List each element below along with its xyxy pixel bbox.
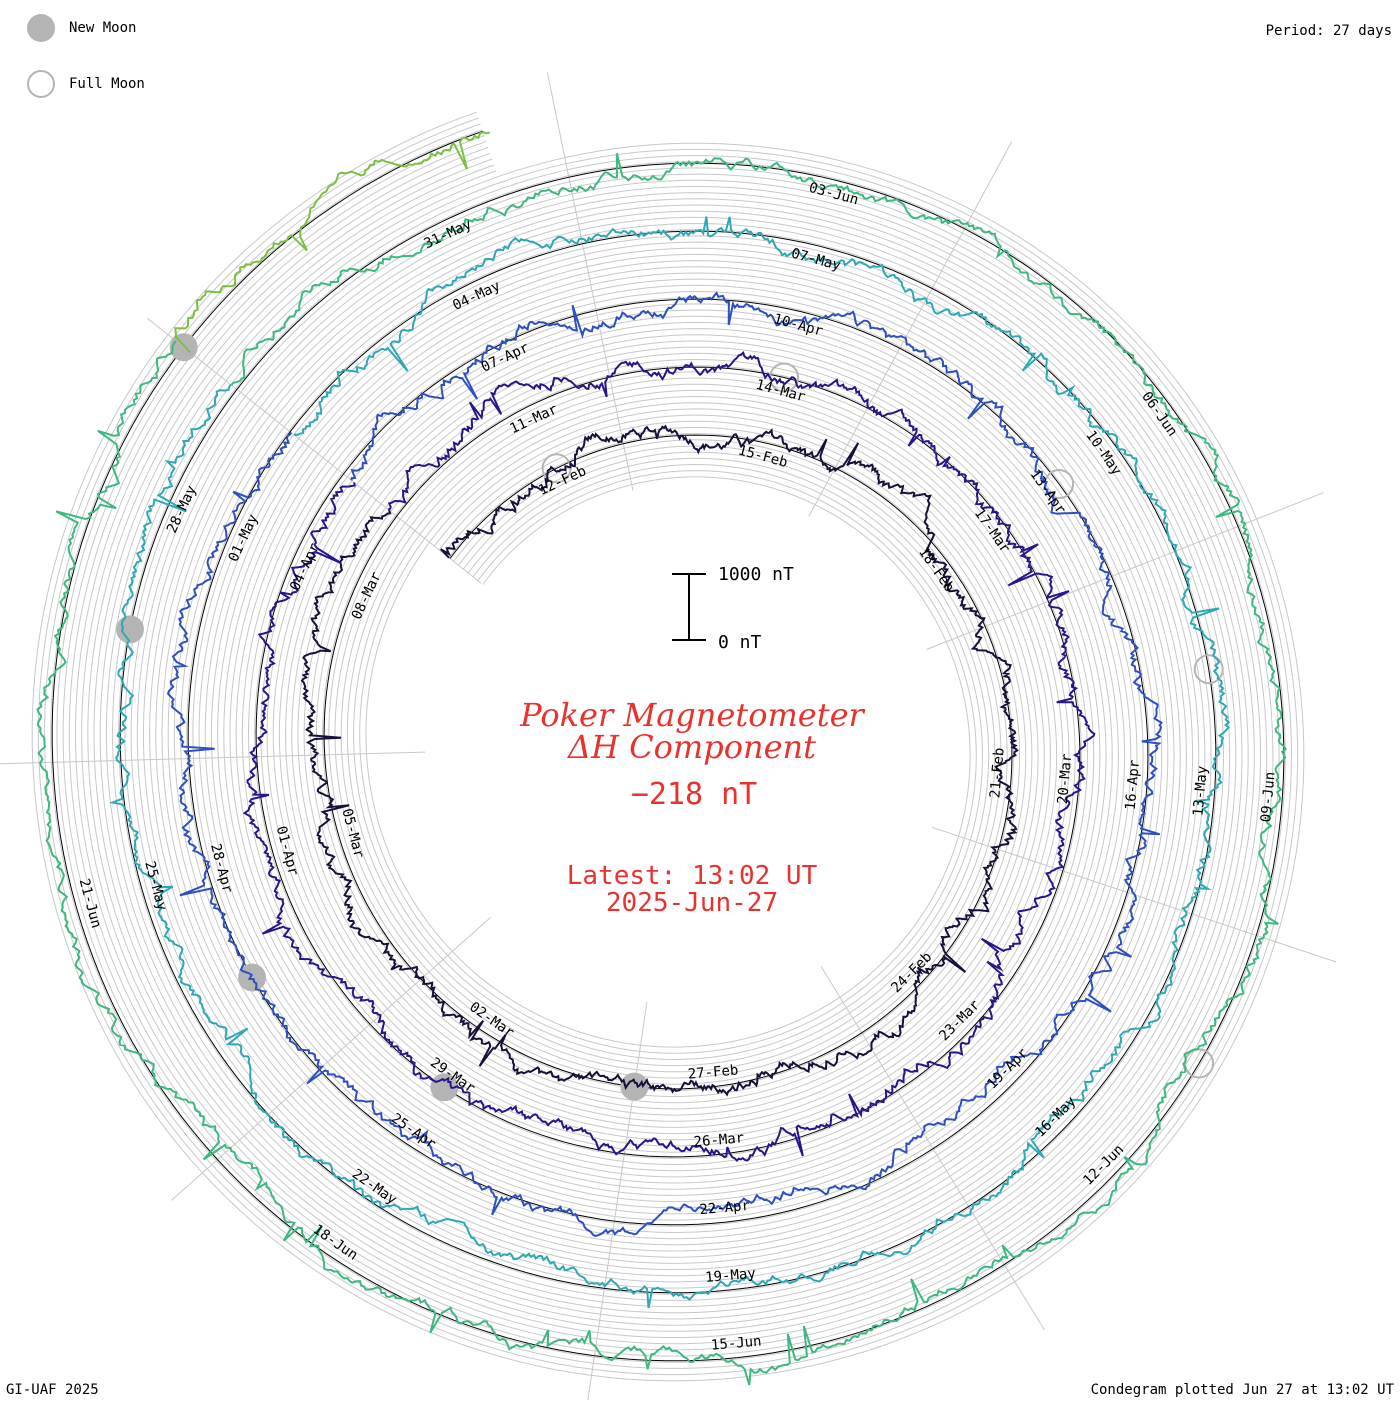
series-cycle-5: [36, 153, 1288, 1386]
date-tick-label: 16-Apr: [1123, 759, 1143, 811]
date-tick-label: 19-May: [705, 1266, 757, 1286]
date-tick-label: 20-Mar: [1055, 753, 1075, 805]
date-tick-label: 16-May: [1032, 1094, 1079, 1141]
date-tick-label: 21-Feb: [987, 747, 1007, 799]
date-tick-label: 07-Apr: [479, 340, 532, 376]
grid-ring: [93, 170, 1243, 1320]
radial-spoke: [820, 966, 1045, 1331]
chart-title-line2: ΔH Component: [566, 728, 816, 766]
radial-spoke: [926, 492, 1324, 650]
scale-bar-top-label: 1000 nT: [718, 564, 794, 585]
chart-title-line1: Poker Magnetometer: [519, 696, 865, 734]
spoke-layer: [0, 72, 1337, 1404]
new-moon-icon: [27, 14, 55, 42]
series-cycle-2: [242, 350, 1096, 1163]
radial-spoke: [546, 72, 634, 491]
new-moon-marker: [116, 615, 144, 644]
grid-ring: [75, 152, 1261, 1338]
radial-spoke: [171, 917, 491, 1201]
date-tick-label: 04-May: [450, 278, 503, 314]
date-tick-label: 28-May: [164, 483, 200, 536]
date-tick-label: 13-Apr: [1027, 467, 1069, 518]
radial-spoke: [0, 751, 426, 765]
date-tick-label: 22-Apr: [699, 1198, 751, 1218]
grid-ring: [87, 164, 1249, 1326]
date-tick-label: 12-Jun: [1080, 1142, 1127, 1189]
new-moon-marker: [169, 333, 198, 362]
date-tick-label: 23-Mar: [936, 997, 983, 1044]
latest-date: 2025-Jun-27: [606, 888, 778, 918]
grid-ring: [44, 123, 1292, 1369]
radial-spoke: [808, 141, 1013, 517]
scale-bar: 1000 nT 0 nT: [672, 564, 794, 653]
grid-ring: [50, 129, 1286, 1363]
grid-ring: [62, 141, 1274, 1351]
full-moon-icon: [27, 70, 55, 98]
legend-new-moon: New Moon: [27, 14, 136, 42]
latest-time: Latest: 13:02 UT: [567, 861, 818, 891]
date-tick-label: 08-Mar: [349, 570, 385, 623]
date-tick-label: 12-Feb: [536, 463, 589, 499]
date-tick-label: 10-May: [1082, 428, 1124, 479]
date-tick-label: 27-Feb: [687, 1062, 739, 1082]
new-moon-label: New Moon: [69, 20, 137, 36]
series-cycle-6: [174, 131, 491, 354]
date-tick-label: 19-Apr: [984, 1045, 1031, 1092]
series-cycle-3: [167, 291, 1163, 1237]
radial-spoke: [146, 317, 482, 584]
legend-full-moon: Full Moon: [27, 70, 145, 98]
series-cycle-1: [300, 424, 1019, 1097]
date-tick-label: 31-May: [422, 216, 475, 252]
scale-bar-bottom-label: 0 nT: [718, 632, 762, 653]
radial-spoke: [586, 1002, 648, 1404]
series-cycle-4: [109, 216, 1231, 1309]
new-moon-marker: [238, 963, 267, 992]
footer-plotted: Condegram plotted Jun 27 at 13:02 UT: [1090, 1382, 1394, 1398]
date-tick-label: 18-Feb: [915, 544, 957, 595]
grid-ring: [56, 135, 1280, 1357]
date-tick-label: 11-Mar: [507, 401, 560, 437]
series-layer: [36, 131, 1288, 1386]
current-value: −218 nT: [631, 777, 757, 812]
date-tick-label: 09-Jun: [1258, 771, 1278, 823]
date-tick-label: 01-May: [226, 512, 262, 565]
grid-ring: [81, 158, 1255, 1332]
full-moon-label: Full Moon: [69, 76, 145, 92]
new-moon-marker: [430, 1073, 459, 1102]
period-label: Period: 27 days: [1265, 23, 1392, 39]
grid-ring: [31, 111, 1305, 1382]
date-tick-label: 15-Jun: [710, 1333, 762, 1353]
date-tick-label: 06-Jun: [1138, 389, 1180, 440]
footer-credit: GI-UAF 2025: [6, 1382, 99, 1398]
date-tick-label: 13-May: [1190, 765, 1210, 817]
baseline-spiral: [51, 130, 1285, 1362]
date-tick-label: 26-Mar: [693, 1130, 745, 1150]
new-moon-marker: [620, 1072, 649, 1101]
baseline-layer: [51, 130, 1285, 1362]
full-moon-marker: [1193, 654, 1224, 685]
